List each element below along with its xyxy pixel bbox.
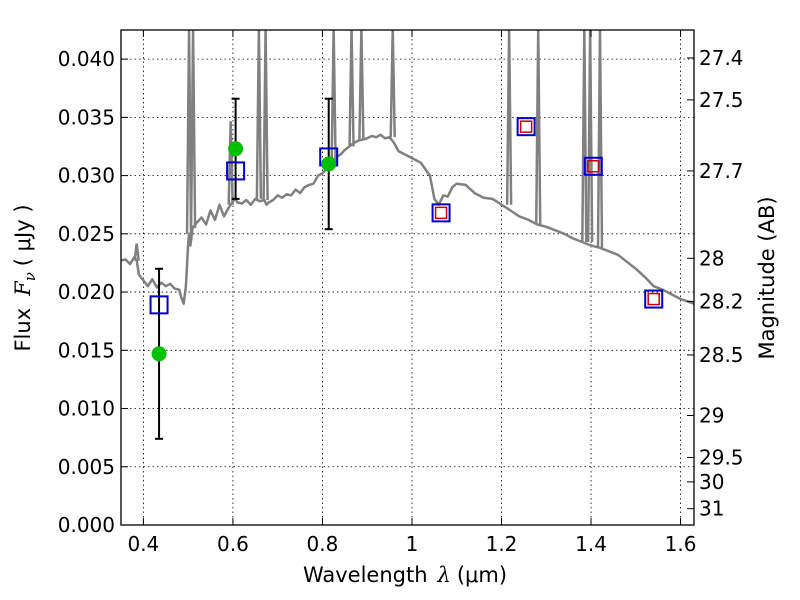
y-tick-label: 0.025: [58, 222, 115, 246]
y-tick-label: 0.000: [58, 513, 115, 537]
observed-flux-point: [321, 156, 337, 172]
magnitude-tick-label: 28.2: [699, 289, 744, 313]
x-tick-label: 1: [406, 532, 419, 556]
y-tick-label: 0.030: [58, 164, 115, 188]
emission-line-spike: [262, 30, 269, 201]
x-tick-label: 0.4: [127, 532, 159, 556]
upper-limit-square: [434, 206, 448, 220]
magnitude-tick-label: 28.5: [699, 343, 744, 367]
model-photometry-square: [583, 156, 603, 176]
model-photometry-square: [431, 203, 451, 223]
magnitude-tick-label: 29: [699, 404, 724, 428]
magnitude-axis-label: Magnitude (AB): [755, 196, 779, 359]
model-photometry-square: [226, 161, 246, 181]
x-tick-label: 0.8: [307, 532, 339, 556]
x-axis-label: Wavelength λ (μm): [303, 563, 507, 587]
emission-line-spike: [348, 30, 355, 147]
magnitude-tick-label: 27.4: [699, 46, 744, 70]
emission-line-spike: [534, 30, 542, 225]
emission-line-spike: [255, 30, 263, 199]
emission-line-spike: [330, 30, 337, 164]
y-tick-label: 0.015: [58, 338, 115, 362]
magnitude-tick-label: 31: [699, 497, 724, 521]
y-tick-label: 0.005: [58, 455, 115, 479]
y-tick-label: 0.010: [58, 397, 115, 421]
magnitude-tick-label: 27.7: [699, 159, 744, 183]
emission-line-spike: [185, 30, 193, 234]
magnitude-tick-label: 27.5: [699, 88, 744, 112]
plot-frame: [120, 29, 695, 526]
x-tick-label: 1.4: [575, 532, 607, 556]
upper-limit-square: [587, 160, 600, 173]
upper-limit-square: [647, 292, 660, 306]
observed-flux-point: [228, 141, 244, 157]
y-tick-label: 0.020: [58, 280, 115, 304]
emission-line-spike: [505, 30, 513, 205]
y-tick-label: 0.035: [58, 105, 115, 129]
x-tick-label: 1.2: [486, 532, 518, 556]
magnitude-tick-label: 28: [699, 246, 724, 270]
sed-model-line: [121, 133, 694, 305]
x-axis-ticks: 0.4 0.6 0.8 1 1.2 1.4 1.6: [127, 30, 696, 556]
upper-limit-square: [519, 120, 533, 133]
data-markers: [149, 97, 664, 440]
y-axis-ticks: 0.000 0.005 0.010 0.015 0.020 0.025 0.030 0.035…: [58, 47, 128, 537]
emission-line-spike: [389, 30, 396, 138]
emission-line-spike: [358, 30, 365, 141]
y-axis-label: FluxFν( μJy ): [11, 204, 39, 351]
emission-line-spike: [189, 30, 197, 229]
emission-line-spike: [133, 243, 140, 261]
observed-flux-point: [151, 346, 167, 362]
model-photometry-square: [516, 117, 536, 137]
x-tick-label: 1.6: [665, 532, 697, 556]
model-photometry-square: [149, 295, 169, 315]
emission-line-spike: [586, 30, 594, 242]
magnitude-axis-ticks: 27.4 27.5 27.7 28 28.2 28.5 29 29.530 31: [687, 46, 744, 521]
magnitude-tick-label: 30: [699, 470, 724, 494]
magnitude-tick-label: 29.5: [699, 445, 744, 469]
emission-line-spike: [227, 121, 234, 205]
model-photometry-square: [644, 289, 664, 309]
x-tick-label: 0.6: [217, 532, 249, 556]
y-tick-label: 0.040: [58, 47, 115, 71]
